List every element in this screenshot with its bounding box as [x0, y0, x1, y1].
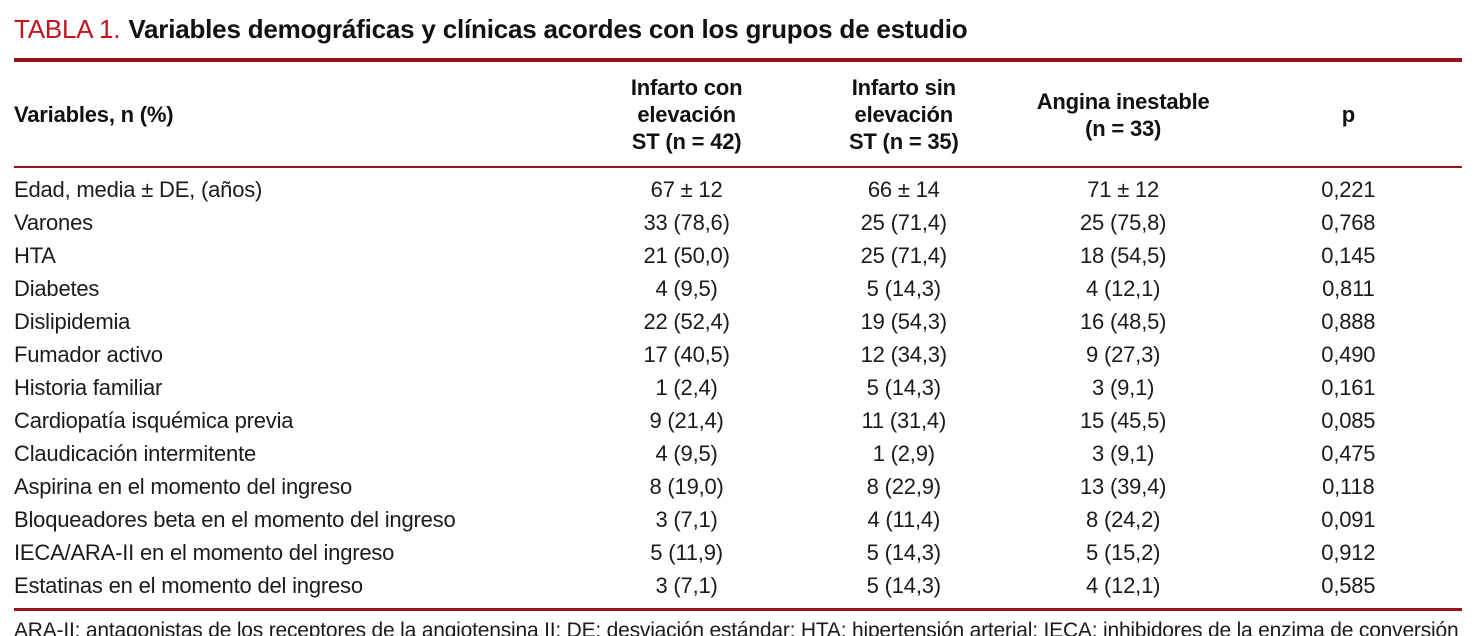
value-cell: 3 (7,1)	[655, 573, 718, 598]
value-cell: 25 (75,8)	[1080, 210, 1167, 235]
column-header-unstable-angina: Angina inestable (n = 33)	[1011, 60, 1235, 168]
variable-label: Fumador activo	[14, 342, 163, 367]
table-row: Aspirina en el momento del ingreso 8 (19…	[14, 470, 1462, 503]
table-row: Edad, media ± DE, (años) 67 ± 12 66 ± 14…	[14, 167, 1462, 206]
value-cell: 4 (12,1)	[1086, 276, 1161, 301]
value-cell: 17 (40,5)	[643, 342, 730, 367]
table-header: Variables, n (%) Infarto con elevación S…	[14, 60, 1462, 168]
table-row: Bloqueadores beta en el momento del ingr…	[14, 503, 1462, 536]
value-cell: 15 (45,5)	[1080, 408, 1167, 433]
value-cell: 71 ± 12	[1087, 177, 1160, 202]
value-cell: 18 (54,5)	[1080, 243, 1167, 268]
p-value-cell: 0,145	[1321, 243, 1376, 268]
variable-label: Varones	[14, 210, 93, 235]
p-value-cell: 0,085	[1321, 408, 1376, 433]
variable-label: Edad, media ± DE, (años)	[14, 177, 263, 202]
table-row: Historia familiar 1 (2,4) 5 (14,3) 3 (9,…	[14, 371, 1462, 404]
value-cell: 9 (21,4)	[649, 408, 724, 433]
value-cell: 1 (2,4)	[655, 375, 718, 400]
variable-label: Claudicación intermitente	[14, 441, 257, 466]
p-value-cell: 0,585	[1321, 573, 1376, 598]
value-cell: 8 (22,9)	[866, 474, 941, 499]
variable-label: Aspirina en el momento del ingreso	[14, 474, 353, 499]
value-cell: 19 (54,3)	[860, 309, 947, 334]
variable-label: Cardiopatía isquémica previa	[14, 408, 294, 433]
variable-label: Diabetes	[14, 276, 100, 301]
variable-label: Historia familiar	[14, 375, 163, 400]
value-cell: 3 (7,1)	[655, 507, 718, 532]
p-value-cell: 0,161	[1321, 375, 1376, 400]
column-header-p-value: p	[1234, 60, 1462, 168]
value-cell: 16 (48,5)	[1080, 309, 1167, 334]
value-cell: 33 (78,6)	[643, 210, 730, 235]
p-value-cell: 0,091	[1321, 507, 1376, 532]
value-cell: 1 (2,9)	[872, 441, 935, 466]
table-footnote: ARA-II: antagonistas de los receptores d…	[14, 619, 1459, 636]
value-cell: 5 (14,3)	[866, 573, 941, 598]
p-value-cell: 0,118	[1322, 474, 1375, 499]
variable-label: Estatinas en el momento del ingreso	[14, 573, 363, 598]
p-value-cell: 0,912	[1321, 540, 1376, 565]
value-cell: 25 (71,4)	[860, 243, 947, 268]
column-header-stemi: Infarto con elevación ST (n = 42)	[577, 60, 796, 168]
demographics-table: Variables, n (%) Infarto con elevación S…	[14, 58, 1462, 611]
value-cell: 9 (27,3)	[1086, 342, 1161, 367]
value-cell: 3 (9,1)	[1092, 441, 1155, 466]
column-header-variables: Variables, n (%)	[14, 60, 578, 168]
variable-label: Bloqueadores beta en el momento del ingr…	[14, 507, 456, 532]
p-value-cell: 0,490	[1321, 342, 1376, 367]
header-row: Variables, n (%) Infarto con elevación S…	[14, 60, 1462, 168]
value-cell: 4 (12,1)	[1086, 573, 1161, 598]
value-cell: 11 (31,4)	[861, 408, 947, 433]
p-value-cell: 0,475	[1321, 441, 1376, 466]
value-cell: 4 (11,4)	[867, 507, 941, 532]
table-caption: TABLA 1. Variables demográficas y clínica…	[14, 0, 1462, 58]
value-cell: 5 (11,9)	[650, 540, 723, 565]
value-cell: 21 (50,0)	[643, 243, 730, 268]
variable-label: HTA	[14, 243, 56, 268]
variable-label: Dislipidemia	[14, 309, 131, 334]
value-cell: 5 (14,3)	[866, 276, 941, 301]
table-row: IECA/ARA-II en el momento del ingreso 5 …	[14, 536, 1462, 569]
variable-label: IECA/ARA-II en el momento del ingreso	[14, 540, 395, 565]
value-cell: 3 (9,1)	[1092, 375, 1155, 400]
table-row: Cardiopatía isquémica previa 9 (21,4) 11…	[14, 404, 1462, 437]
table-row: Dislipidemia 22 (52,4) 19 (54,3) 16 (48,…	[14, 305, 1462, 338]
value-cell: 25 (71,4)	[860, 210, 947, 235]
p-value-cell: 0,221	[1321, 177, 1376, 202]
value-cell: 5 (14,3)	[866, 375, 941, 400]
table-body: Edad, media ± DE, (años) 67 ± 12 66 ± 14…	[14, 167, 1462, 610]
value-cell: 8 (19,0)	[649, 474, 724, 499]
value-cell: 4 (9,5)	[655, 276, 718, 301]
value-cell: 66 ± 14	[867, 177, 940, 202]
column-header-nstemi: Infarto sin elevación ST (n = 35)	[795, 60, 1012, 168]
value-cell: 67 ± 12	[650, 177, 723, 202]
value-cell: 4 (9,5)	[655, 441, 718, 466]
p-value-cell: 0,888	[1321, 309, 1376, 334]
table-row: Diabetes 4 (9,5) 5 (14,3) 4 (12,1) 0,811	[14, 272, 1462, 305]
value-cell: 8 (24,2)	[1086, 507, 1161, 532]
value-cell: 12 (34,3)	[860, 342, 947, 367]
table-number-label: TABLA 1.	[14, 14, 121, 44]
table-row: HTA 21 (50,0) 25 (71,4) 18 (54,5) 0,145	[14, 239, 1462, 272]
p-value-cell: 0,811	[1322, 276, 1375, 301]
table-row: Varones 33 (78,6) 25 (71,4) 25 (75,8) 0,…	[14, 206, 1462, 239]
value-cell: 5 (15,2)	[1086, 540, 1161, 565]
p-value-cell: 0,768	[1321, 210, 1376, 235]
table-title: Variables demográficas y clínicas acorde…	[128, 14, 968, 44]
value-cell: 22 (52,4)	[643, 309, 730, 334]
table-row: Estatinas en el momento del ingreso 3 (7…	[14, 569, 1462, 610]
table-row: Fumador activo 17 (40,5) 12 (34,3) 9 (27…	[14, 338, 1462, 371]
table-row: Claudicación intermitente 4 (9,5) 1 (2,9…	[14, 437, 1462, 470]
value-cell: 5 (14,3)	[866, 540, 941, 565]
value-cell: 13 (39,4)	[1080, 474, 1167, 499]
